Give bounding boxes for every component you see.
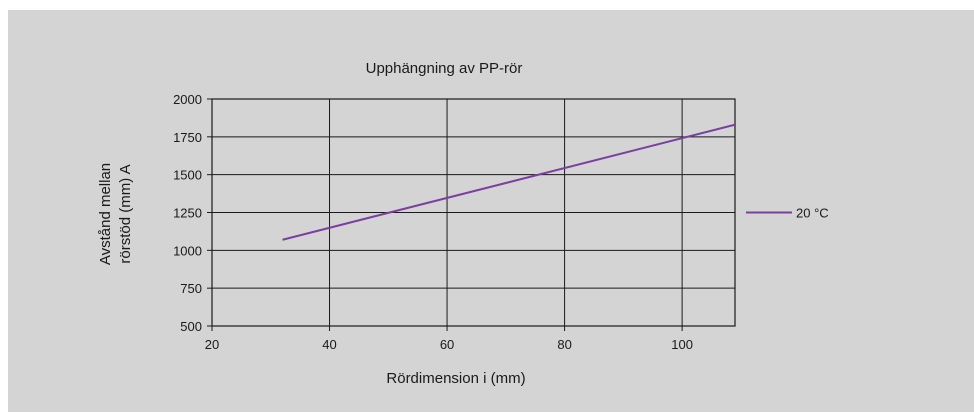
x-tick-label: 80 bbox=[557, 337, 571, 352]
grid bbox=[212, 99, 735, 326]
y-tick-label: 2000 bbox=[173, 92, 202, 107]
y-axis-label-line-2: rörstöd (mm) A bbox=[117, 164, 134, 263]
legend-label: 20 °C bbox=[796, 206, 829, 221]
x-tick-label: 100 bbox=[671, 337, 693, 352]
axes bbox=[207, 98, 736, 331]
y-tick-label: 750 bbox=[180, 281, 202, 296]
y-axis-label-line-1: Avstånd mellan bbox=[97, 163, 114, 265]
tick-labels: 500 750 1000 1250 1500 1750 2000 20 40 60 80 100 bbox=[173, 92, 693, 352]
series-line bbox=[282, 123, 735, 241]
y-tick-label: 1500 bbox=[173, 168, 202, 183]
legend: 20 °C bbox=[746, 206, 829, 221]
x-tick-label: 40 bbox=[322, 337, 336, 352]
y-tick-label: 1000 bbox=[173, 243, 202, 258]
chart-title: Upphängning av PP-rör bbox=[366, 60, 523, 77]
x-tick-label: 20 bbox=[205, 337, 219, 352]
series bbox=[282, 123, 735, 241]
y-tick-label: 500 bbox=[180, 319, 202, 334]
y-tick-label: 1250 bbox=[173, 206, 202, 221]
x-axis-label: Rördimension i (mm) bbox=[386, 370, 525, 387]
x-tick-label: 60 bbox=[440, 337, 454, 352]
chart-panel bbox=[8, 10, 974, 412]
y-tick-label: 1750 bbox=[173, 130, 202, 145]
plot-frame bbox=[211, 98, 736, 327]
y-axis-label: Avstånd mellan rörstöd (mm) A bbox=[97, 163, 134, 265]
